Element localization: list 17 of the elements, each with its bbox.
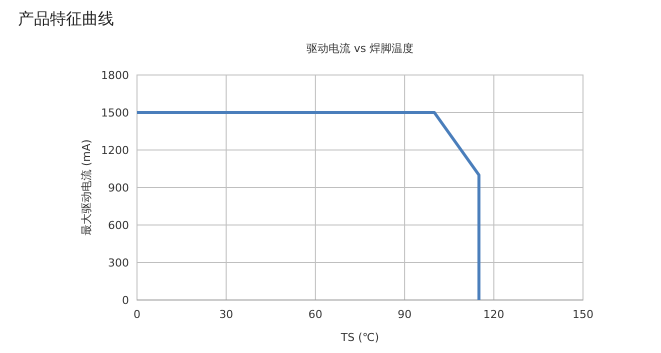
- y-tick-label: 1800: [101, 69, 129, 82]
- x-tick-label: 30: [219, 308, 234, 321]
- y-tick-label: 1500: [101, 106, 129, 120]
- chart-title: 产品特征曲线: [18, 9, 114, 28]
- x-tick-label: 90: [398, 308, 412, 321]
- y-axis-title: 最大驱动电流 (mA): [80, 139, 93, 236]
- y-tick-label: 300: [108, 256, 129, 270]
- chart-subtitle: 驱动电流 vs 焊脚温度: [306, 42, 414, 55]
- x-tick-label: 120: [483, 308, 504, 321]
- x-tick-label: 150: [572, 308, 594, 321]
- x-tick-label: 60: [308, 308, 322, 321]
- y-tick-label: 600: [108, 219, 129, 232]
- x-axis-title: TS (℃): [340, 331, 380, 344]
- y-tick-label: 0: [122, 294, 129, 307]
- y-tick-label: 900: [108, 182, 129, 194]
- x-tick-label: 0: [134, 308, 140, 321]
- y-tick-label: 1200: [101, 144, 129, 157]
